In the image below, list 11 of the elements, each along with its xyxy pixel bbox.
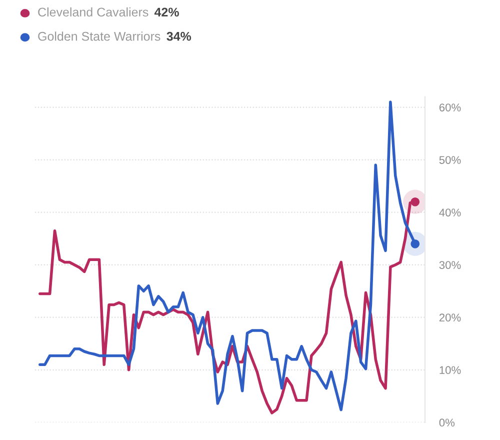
legend-label: Golden State Warriors — [38, 32, 160, 41]
y-tick-label: 0% — [439, 418, 455, 427]
legend-label: Cleveland Cavaliers — [38, 7, 148, 17]
text: 34% — [166, 32, 192, 41]
y-tick-label: 40% — [439, 208, 461, 216]
y-tick-label: 50% — [439, 156, 461, 164]
y-tick-label: 60% — [439, 104, 461, 112]
y-tick-label: 20% — [439, 314, 461, 322]
y-tick-label: 30% — [439, 261, 461, 269]
y-tick-label: 10% — [440, 366, 461, 374]
text: 42% — [154, 8, 179, 17]
